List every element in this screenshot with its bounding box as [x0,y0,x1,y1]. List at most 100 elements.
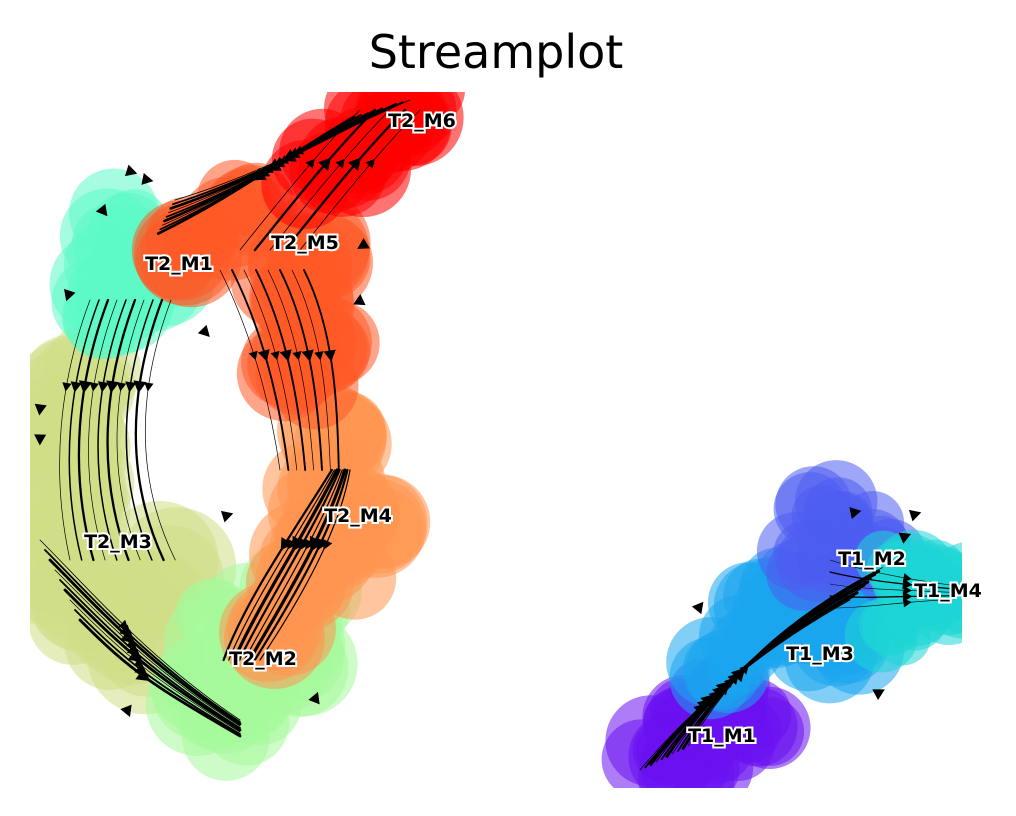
streamline [253,108,377,252]
stream-arrowhead [135,667,151,682]
stream-arrowhead [252,167,267,181]
stream-arrowhead [903,585,912,595]
cluster-label-t1-m1: T1_M1 [688,725,756,747]
stream-arrowhead [133,380,147,394]
stream-arrowhead [323,349,336,362]
stream-arrowhead [62,382,72,392]
stream-arrowhead [357,237,370,249]
stream-arrowhead [70,381,82,393]
streamline [243,469,343,661]
stream-arrowhead [314,351,324,361]
stream-arrowhead [106,380,120,394]
stream-arrowhead [141,172,154,185]
stream-arrowhead [693,704,704,714]
stream-arrowhead [220,510,234,523]
cluster-label-t2-m6: T2_M6 [388,110,456,132]
stream-arrowhead [89,382,99,392]
stream-arrowhead [348,157,361,172]
streamline [253,468,349,662]
streamline [303,269,340,471]
stream-arrowhead [708,691,719,701]
stream-arrowhead [700,694,715,709]
streamline [688,567,883,747]
stream-arrowhead [318,157,331,172]
stream-arrowhead [257,349,270,362]
stream-arrowhead [292,535,306,552]
streamline [228,469,335,661]
stream-arrowhead [903,598,912,608]
streamline [269,109,391,251]
stream-arrowhead [34,403,47,416]
stream-arrowhead [908,509,922,522]
stream-arrowhead [739,664,749,675]
stream-arrowhead [97,381,110,393]
streamline [829,559,951,586]
stream-arrowhead [691,601,704,615]
stream-arrowhead [872,689,885,700]
streamline [219,269,281,471]
stream-arrowhead [292,350,302,361]
stream-arrowhead [120,629,135,644]
stream-arrowhead [730,667,746,683]
streamline [231,269,290,471]
stream-arrowhead [197,324,210,337]
stream-arrowhead [270,350,280,361]
stream-arrowhead [127,648,143,663]
cell-dot [716,697,782,763]
streamline [299,109,421,251]
streamline [106,298,137,562]
stream-arrowhead [125,381,137,393]
streamline [267,269,314,471]
streamline [97,299,127,561]
streamline [68,299,100,561]
stream-arrowhead [723,678,734,688]
streamline [259,469,351,661]
streamline [238,468,341,662]
cell-dot [766,536,841,611]
streamline [829,595,951,598]
stream-arrowhead [248,350,258,361]
streamline [88,299,118,561]
streamline [222,468,333,662]
streamline [248,468,347,662]
stream-arrowhead [34,434,47,446]
stream-arrowhead [898,532,912,544]
stream-arrowhead [715,680,731,696]
stream-arrowhead [144,382,154,392]
streamline [243,269,298,471]
stream-arrowhead [280,537,293,551]
cluster-label-t2-m2: T2_M2 [229,648,297,670]
streamline [829,583,951,593]
stream-arrowhead [353,294,366,306]
streamline [829,571,951,590]
streamline [134,298,165,562]
stream-arrowhead [365,158,375,169]
stream-arrowhead [305,158,315,169]
cell-dot [61,273,147,359]
stream-arrowhead [309,535,324,552]
streamline [291,269,331,471]
streamline [239,109,361,251]
streamline [116,299,145,561]
stream-arrowhead [120,704,132,718]
plot-area [30,92,962,788]
streamline [279,269,323,471]
streamline [283,108,407,252]
streamline [829,599,951,609]
stream-arrowhead [95,203,108,217]
streamline [59,299,91,561]
cluster-label-t1-m3: T1_M3 [786,643,854,665]
stream-arrowhead [849,507,862,520]
stream-arrowhead [308,691,320,705]
streamline [125,299,154,561]
stream-arrowhead [64,288,76,302]
cluster-dots [30,92,962,788]
stream-arrowhead [305,538,315,550]
cell-dot [844,599,919,673]
stream-arrowhead [78,380,93,394]
stream-arrows [34,145,922,718]
streamlines [39,99,951,771]
streamline [255,269,307,471]
streamline [77,298,110,562]
